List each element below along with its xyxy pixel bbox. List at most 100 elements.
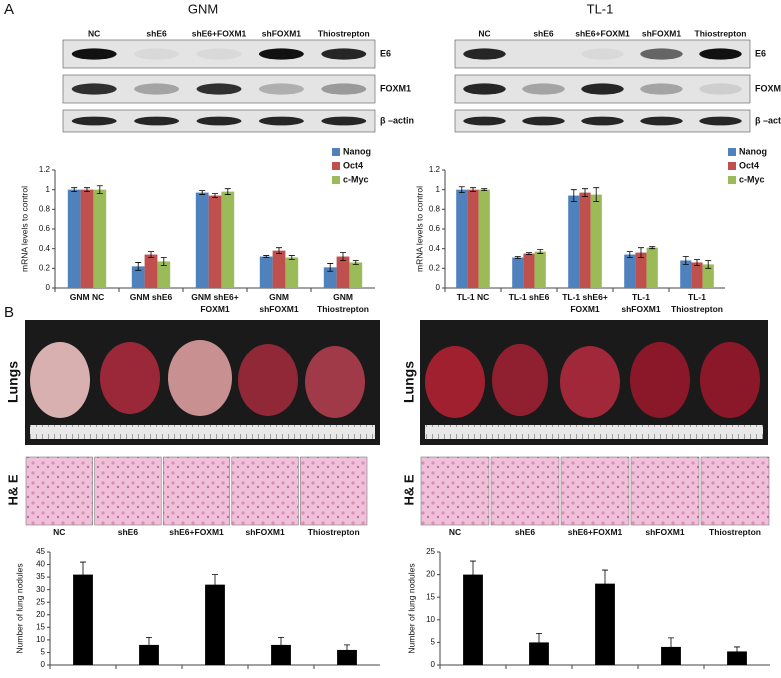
y-axis-label: mRNA levels to control [19, 186, 29, 272]
he-image [630, 456, 700, 526]
y-tick-label: 0.6 [429, 224, 441, 233]
bar [195, 192, 209, 288]
blot-band [581, 83, 624, 95]
bar [157, 261, 171, 288]
error-bar [80, 561, 86, 588]
he-image [300, 456, 368, 526]
blot-band [71, 83, 117, 95]
legend-swatch [332, 176, 340, 184]
y-tick-label: 1.2 [39, 165, 51, 174]
he-image [700, 456, 770, 526]
y-tick-label: 0 [431, 660, 436, 669]
error-bar [536, 632, 542, 652]
lane-label: Thiostrepton [695, 28, 747, 38]
error-bar [649, 246, 656, 250]
bar [144, 254, 158, 288]
y-tick-label: 20 [36, 610, 45, 619]
blot-band [640, 116, 683, 126]
panel-label: A [4, 1, 14, 18]
error-bar [199, 190, 206, 195]
legend-label: Nanog [739, 146, 767, 156]
bar [285, 257, 299, 288]
blot-title: TL-1 [587, 1, 614, 16]
category-label: TL-1 shE6+ FOXM1 [562, 292, 608, 314]
row-label: β –actin [380, 115, 414, 125]
photo-label: H& E [401, 474, 416, 505]
panel-label: B [4, 304, 14, 321]
category-label: TL-1 shE6 [509, 292, 550, 302]
lane-label: Thiostrepton [318, 28, 370, 38]
he-image [25, 456, 93, 526]
bar [67, 189, 81, 288]
bar [73, 574, 93, 665]
blot-band [463, 116, 506, 126]
blot-band [321, 116, 367, 126]
error-bar [212, 574, 218, 596]
bar [93, 189, 107, 288]
y-tick-label: 0.4 [429, 244, 441, 253]
lane-label: shE6 [146, 28, 167, 38]
category-label: NC [53, 527, 65, 537]
lungs [30, 340, 760, 418]
error-bar [593, 187, 600, 202]
category-label: GNM shE6 [130, 292, 173, 302]
he-image [231, 456, 299, 526]
bar [271, 644, 291, 665]
error-bar [638, 247, 644, 258]
photo-label: H& E [5, 474, 20, 505]
bar [635, 252, 647, 288]
y-tick-label: 10 [36, 635, 45, 644]
category-label: GNM shE6+ FOXM1 [191, 292, 239, 314]
blot-band [196, 116, 242, 126]
bar [727, 651, 747, 665]
blot-band [581, 116, 624, 126]
error-bar [340, 252, 346, 261]
y-tick-label: 0.2 [39, 263, 51, 272]
bar [568, 195, 580, 288]
bar [702, 264, 714, 288]
blot-band [258, 83, 304, 95]
legend-label: Nanog [343, 146, 371, 156]
error-bar [582, 188, 588, 197]
bar [272, 250, 286, 288]
blot-band [258, 116, 304, 126]
error-bar [327, 263, 334, 272]
category-label: Thiostrepton [709, 527, 761, 537]
error-bar [537, 249, 544, 254]
bar [523, 253, 535, 288]
bar [529, 642, 549, 665]
y-tick-label: 0.6 [39, 224, 51, 233]
legend-swatch [332, 162, 340, 170]
blot-band [134, 83, 180, 95]
error-bar [160, 257, 167, 266]
ruler [425, 425, 763, 439]
y-tick-label: 30 [36, 585, 45, 594]
blot-band [321, 83, 367, 95]
he-image [420, 456, 490, 526]
y-axis-label: Number of lung nodules [406, 563, 416, 653]
bar [80, 189, 94, 288]
bar [463, 574, 483, 665]
bar [579, 192, 591, 288]
bar [478, 189, 490, 288]
y-tick-label: 45 [36, 547, 45, 556]
error-bar [84, 187, 90, 193]
y-tick-label: 1 [436, 185, 441, 194]
error-bar [626, 251, 633, 258]
error-bar [458, 186, 465, 194]
legend-label: c-Myc [739, 174, 765, 184]
bar [349, 262, 363, 288]
y-tick-label: 15 [426, 592, 435, 601]
photo-label: Lungs [401, 361, 417, 403]
error-bar [694, 259, 700, 266]
error-bar [481, 188, 488, 192]
y-tick-label: 0 [46, 283, 51, 292]
blot-band [640, 83, 683, 95]
error-bar [135, 262, 142, 271]
blot-band [522, 116, 565, 126]
row-label: FOXM1 [380, 83, 411, 93]
row-label: β –actin [755, 115, 781, 125]
bar [624, 254, 636, 288]
he-image [560, 456, 630, 526]
